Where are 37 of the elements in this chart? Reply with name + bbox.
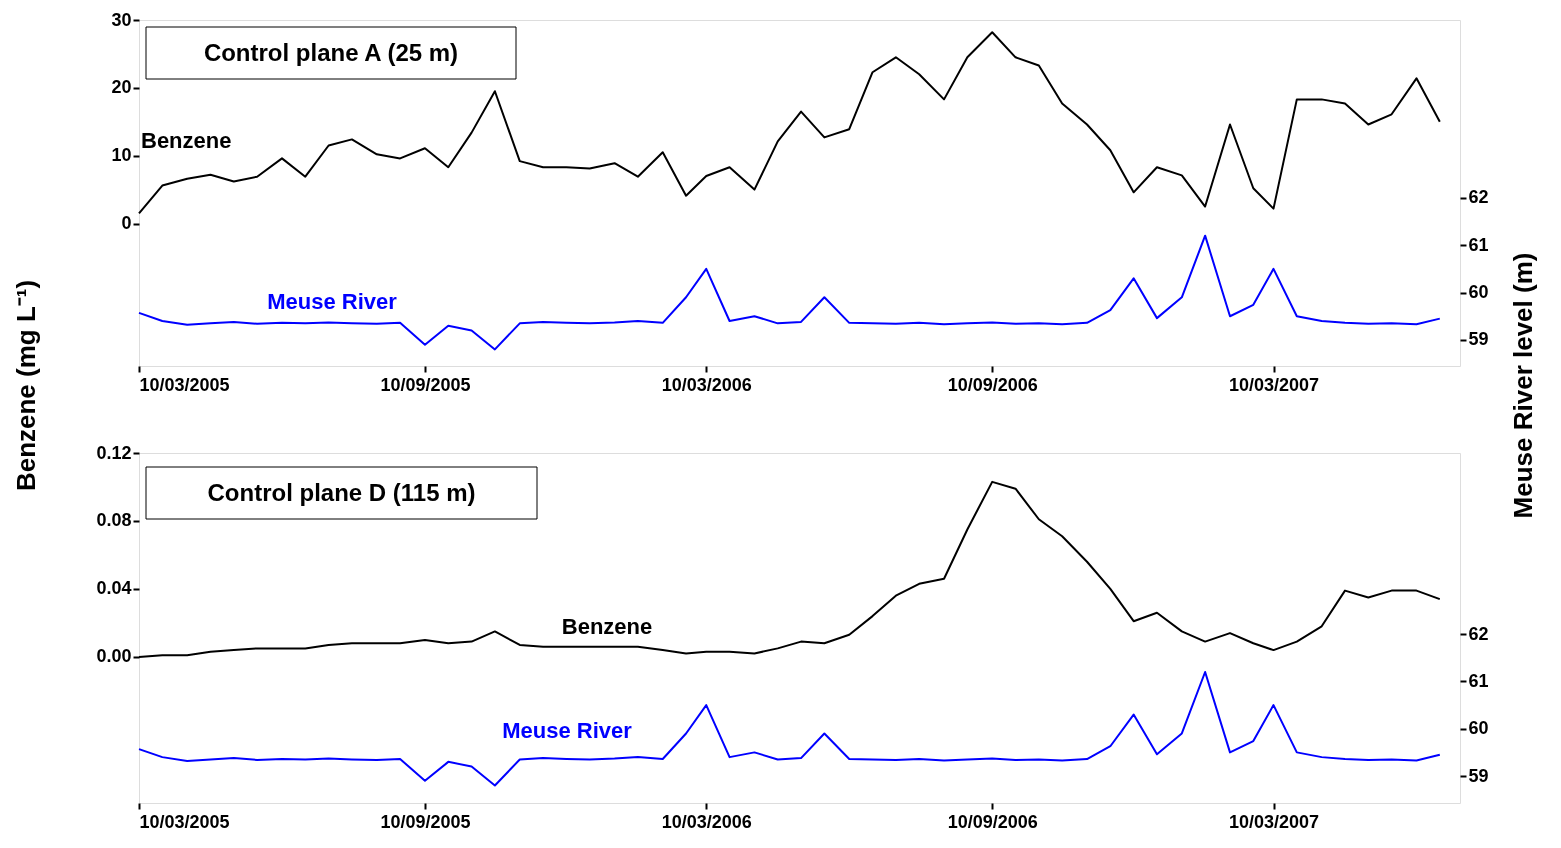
- x-tick-label: 10/03/2005: [139, 811, 230, 832]
- y2-tick-label: 60: [1468, 718, 1489, 739]
- y-tick-label: 0.04: [96, 578, 132, 599]
- x-tick-label: 10/03/2006: [661, 811, 752, 832]
- y2-tick-label: 62: [1468, 187, 1489, 208]
- y2-tick-label: 59: [1468, 765, 1489, 786]
- y-tick-label: 30: [111, 9, 132, 30]
- series-label: Meuse River: [502, 718, 633, 743]
- series-label: Benzene: [141, 128, 232, 153]
- x-tick-label: 10/03/2007: [1228, 811, 1320, 832]
- series-label: Meuse River: [267, 289, 398, 314]
- y-tick-label: 10: [111, 145, 132, 166]
- y-tick-label: 0: [121, 213, 132, 234]
- y2-tick-label: 62: [1468, 623, 1489, 644]
- y-tick-label: 0.08: [96, 510, 132, 531]
- x-tick-label: 10/03/2005: [139, 374, 230, 395]
- y2-axis-title: Meuse River level (m): [1507, 252, 1538, 519]
- x-tick-label: 10/03/2007: [1228, 374, 1320, 395]
- y2-tick-label: 61: [1468, 670, 1489, 691]
- x-tick-label: 10/09/2005: [380, 374, 471, 395]
- y2-tick-label: 60: [1468, 282, 1489, 303]
- line-series: [138, 234, 1441, 351]
- x-tick-label: 10/09/2006: [947, 374, 1038, 395]
- x-tick-label: 10/03/2006: [661, 374, 752, 395]
- x-tick-label: 10/09/2006: [947, 811, 1038, 832]
- text: Control plane D (115 m): [207, 479, 476, 506]
- y2-tick-label: 61: [1468, 234, 1489, 255]
- line-series: [138, 31, 1441, 215]
- line-series: [138, 670, 1441, 787]
- y-tick-label: 0.00: [96, 646, 132, 667]
- y2-tick-label: 59: [1468, 329, 1489, 350]
- series-label: Benzene: [561, 614, 653, 639]
- y-axis-title: Benzene (mg L⁻¹): [10, 279, 41, 492]
- x-tick-label: 10/09/2005: [380, 811, 471, 832]
- text: Control plane A (25 m): [203, 39, 459, 66]
- y-tick-label: 0.12: [96, 442, 132, 463]
- y-tick-label: 20: [111, 77, 132, 98]
